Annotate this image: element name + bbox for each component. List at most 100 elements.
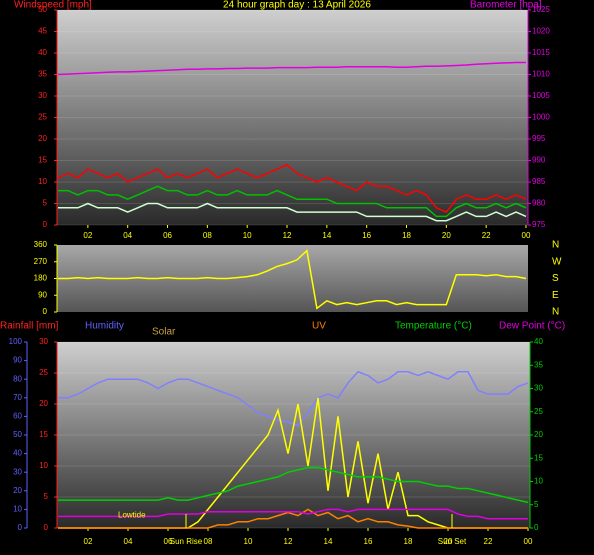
y2-tick-label: 40: [534, 337, 543, 346]
y-tick-label: 40: [38, 48, 47, 57]
legend-label: Solar: [152, 327, 176, 338]
y-tick-label: 25: [39, 368, 48, 377]
y2-tick-label: 15: [534, 453, 543, 462]
y2-tick-label: N: [552, 307, 559, 318]
y-axis-label: Rainfall [mm]: [0, 321, 59, 332]
y3-tick-label: 40: [13, 449, 22, 458]
y3-tick-label: 60: [13, 412, 22, 421]
x-tick-label: 20: [444, 537, 453, 546]
x-tick-label: 18: [404, 537, 413, 546]
y-tick-label: 0: [43, 307, 48, 316]
y2-tick-label: 980: [532, 199, 546, 208]
y-tick-label: 15: [39, 430, 48, 439]
y-tick-label: 50: [38, 5, 47, 14]
y2-tick-label: 1020: [532, 27, 550, 36]
y-tick-label: 35: [38, 70, 47, 79]
y2-tick-label: 30: [534, 384, 543, 393]
y2-tick-label: 1005: [532, 91, 550, 100]
data-line: [58, 370, 529, 427]
x-tick-label: 04: [124, 537, 133, 546]
y2-tick-label: 20: [534, 430, 543, 439]
x-tick-label: 16: [364, 537, 373, 546]
legend-label: Dew Point (°C): [499, 321, 565, 332]
y-tick-label: 25: [38, 113, 47, 122]
y-tick-label: 90: [38, 290, 47, 299]
x-tick-label: 12: [284, 537, 293, 546]
y2-tick-label: 5: [534, 500, 539, 509]
y2-tick-label: 985: [532, 177, 546, 186]
y-tick-label: 0: [43, 220, 48, 229]
y-tick-label: 270: [34, 257, 48, 266]
plot-area: [57, 10, 528, 225]
x-tick-label: 02: [83, 231, 92, 240]
y2-tick-label: 10: [534, 477, 543, 486]
y3-tick-label: 70: [13, 393, 22, 402]
data-line: [58, 249, 527, 310]
x-tick-label: 20: [442, 231, 451, 240]
x-tick-label: 22: [484, 537, 493, 546]
y3-tick-label: 80: [13, 374, 22, 383]
y3-tick-label: 0: [18, 523, 23, 532]
data-line: [58, 508, 528, 520]
x-tick-label: 08: [203, 231, 212, 240]
data-line: [58, 185, 527, 218]
y3-tick-label: 30: [13, 467, 22, 476]
y3-tick-label: 90: [13, 356, 22, 365]
legend-label: UV: [312, 321, 326, 332]
y-tick-label: 20: [39, 399, 48, 408]
y2-tick-label: 1000: [532, 113, 550, 122]
legend-label: Temperature (°C): [395, 321, 472, 332]
y2-tick-label: S: [552, 273, 559, 284]
x-tick-label: 00: [522, 231, 531, 240]
y-axis-label: Windspeed [mph]: [14, 0, 92, 11]
y2-tick-label: 990: [532, 156, 546, 165]
y3-tick-label: 100: [9, 337, 23, 346]
chart-title: 24 hour graph day : 13 April 2026: [223, 0, 371, 11]
x-tick-label: 12: [283, 231, 292, 240]
plot-area: [57, 342, 530, 528]
x-tick-label: 16: [362, 231, 371, 240]
x-tick-label: 14: [324, 537, 333, 546]
y-tick-label: 0: [44, 523, 49, 532]
x-tick-label: 02: [84, 537, 93, 546]
x-tick-label: 10: [243, 231, 252, 240]
y2-axis-label: Barometer [hpa]: [470, 0, 542, 11]
legend-label: Humidity: [85, 321, 124, 332]
y2-tick-label: E: [552, 290, 559, 301]
data-line: [58, 508, 528, 529]
annotation: Lowtide: [118, 511, 146, 520]
y2-tick-label: N: [552, 240, 559, 251]
y-tick-label: 15: [38, 156, 47, 165]
x-tick-label: 10: [244, 537, 253, 546]
y2-tick-label: 35: [534, 360, 543, 369]
y2-tick-label: 0: [534, 523, 539, 532]
x-tick-label: 22: [482, 231, 491, 240]
y-tick-label: 5: [44, 492, 49, 501]
y2-tick-label: 1010: [532, 70, 550, 79]
y-tick-label: 30: [39, 337, 48, 346]
y-tick-label: 45: [38, 27, 47, 36]
y2-tick-label: 1025: [532, 5, 550, 14]
y-tick-label: 360: [34, 240, 48, 249]
y-tick-label: 5: [43, 199, 48, 208]
y2-tick-label: W: [552, 256, 562, 267]
y3-tick-label: 20: [13, 486, 22, 495]
annotation: Sun Rise: [170, 537, 203, 546]
x-tick-label: 00: [524, 537, 533, 546]
y-tick-label: 10: [38, 177, 47, 186]
y-tick-label: 30: [38, 91, 47, 100]
x-tick-label: 18: [402, 231, 411, 240]
y-tick-label: 20: [38, 134, 47, 143]
y3-tick-label: 50: [13, 430, 22, 439]
data-line: [58, 466, 529, 504]
y2-tick-label: 25: [534, 407, 543, 416]
x-tick-label: 06: [163, 231, 172, 240]
y3-tick-label: 10: [13, 505, 22, 514]
y2-tick-label: 1015: [532, 48, 550, 57]
y2-tick-label: 975: [532, 220, 546, 229]
data-line: [57, 163, 527, 214]
annotation: Sun Set: [438, 537, 467, 546]
y-tick-label: 180: [34, 274, 48, 283]
data-line: [58, 202, 527, 222]
